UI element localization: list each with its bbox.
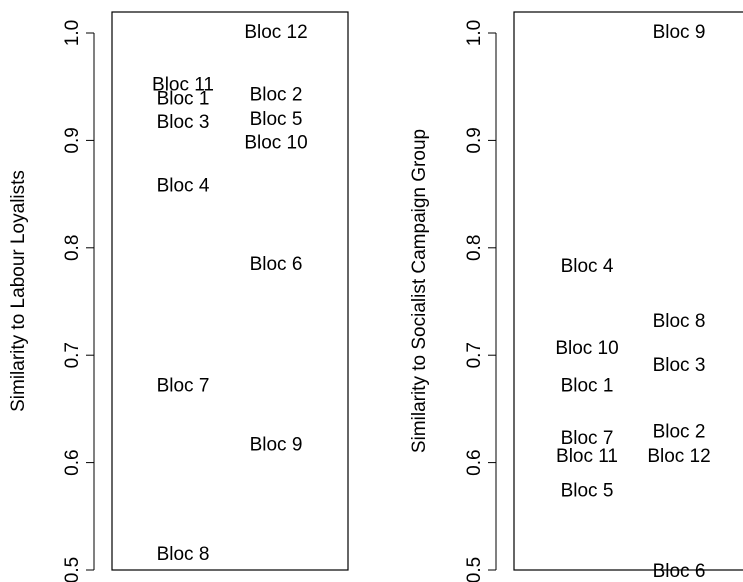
point-label: Bloc 10 bbox=[555, 338, 618, 359]
point-label: Bloc 11 bbox=[556, 446, 618, 467]
plot-frame bbox=[513, 11, 743, 571]
point-label: Bloc 5 bbox=[561, 481, 614, 502]
y-tick-label: 0.9 bbox=[464, 127, 485, 153]
y-tick-label: 0.9 bbox=[62, 127, 83, 153]
point-label: Bloc 8 bbox=[157, 544, 210, 565]
point-label: Bloc 3 bbox=[653, 355, 706, 376]
y-tick-label: 1.0 bbox=[464, 20, 485, 46]
point-label: Bloc 12 bbox=[244, 22, 307, 43]
y-tick-label: 0.7 bbox=[62, 342, 83, 368]
y-axis-title: Similarity to Socialist Campaign Group bbox=[409, 129, 430, 453]
point-label: Bloc 12 bbox=[647, 446, 710, 467]
point-label: Bloc 7 bbox=[157, 375, 210, 396]
point-label: Bloc 7 bbox=[561, 428, 614, 449]
y-tick-label: 0.5 bbox=[464, 557, 485, 582]
y-tick-label: 0.7 bbox=[464, 342, 485, 368]
point-label: Bloc 1 bbox=[561, 375, 614, 396]
point-label: Bloc 3 bbox=[157, 112, 210, 133]
y-tick-label: 1.0 bbox=[62, 20, 83, 46]
point-label: Bloc 6 bbox=[653, 561, 706, 582]
panel-1: 0.5 0.6 0.7 0.8 0.9 1.0 Similarity to Labour L… bbox=[8, 11, 349, 582]
y-tick-label: 0.6 bbox=[62, 449, 83, 475]
point-label: Bloc 9 bbox=[653, 22, 706, 43]
y-tick-label: 0.8 bbox=[62, 235, 83, 261]
point-label: Bloc 9 bbox=[250, 434, 303, 455]
point-label: Bloc 4 bbox=[157, 176, 210, 197]
y-tick-label: 0.5 bbox=[62, 557, 83, 582]
point-label: Bloc 1 bbox=[157, 89, 210, 110]
point-label: Bloc 2 bbox=[653, 422, 706, 443]
point-label: Bloc 4 bbox=[561, 256, 614, 277]
y-tick-label: 0.8 bbox=[464, 235, 485, 261]
plot-frame bbox=[111, 11, 349, 571]
point-label: Bloc 5 bbox=[250, 109, 303, 130]
point-label: Bloc 8 bbox=[653, 311, 706, 332]
point-label: Bloc 11 bbox=[152, 75, 214, 96]
y-axis-title: Similarity to Labour Loyalists bbox=[8, 170, 29, 412]
y-tick-label: 0.6 bbox=[464, 449, 485, 475]
point-label: Bloc 10 bbox=[244, 133, 307, 154]
panel-2: 0.5 0.6 0.7 0.8 0.9 1.0 Similarity to Socialis… bbox=[409, 11, 743, 582]
point-label: Bloc 2 bbox=[250, 84, 303, 105]
point-label: Bloc 6 bbox=[250, 254, 303, 275]
